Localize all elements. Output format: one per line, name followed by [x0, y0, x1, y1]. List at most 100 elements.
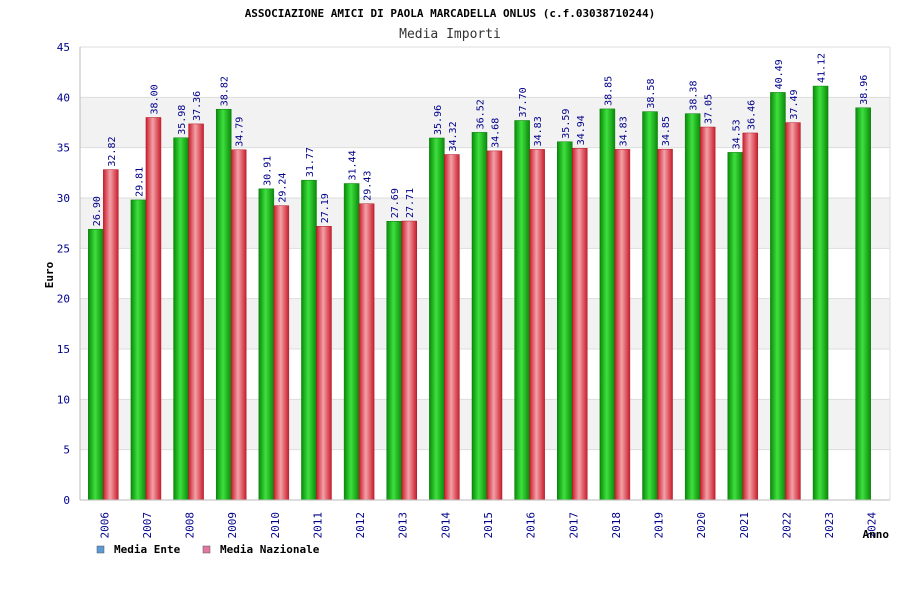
- bar-media-ente: [215, 108, 232, 501]
- legend-swatch-media-ente: [96, 545, 105, 554]
- bar-media-nazionale: [444, 154, 460, 501]
- data-label-media-ente: 37.70: [518, 87, 529, 117]
- data-label-media-nazionale: 29.24: [277, 173, 288, 203]
- x-tick-label: 2024: [866, 512, 879, 539]
- legend: Media Ente Media Nazionale: [96, 543, 320, 556]
- bar-media-nazionale: [401, 220, 417, 501]
- data-label-media-ente: 35.59: [561, 109, 572, 139]
- data-label-media-ente: 30.91: [262, 156, 273, 186]
- data-label-media-nazionale: 27.19: [320, 193, 331, 223]
- data-label-media-nazionale: 34.83: [533, 116, 544, 146]
- data-label-media-nazionale: 29.43: [363, 171, 374, 201]
- bar-media-nazionale: [657, 148, 673, 501]
- x-tick-label: 2015: [482, 512, 495, 539]
- y-tick-label: 10: [57, 393, 70, 406]
- data-label-media-ente: 36.52: [476, 99, 487, 129]
- bar-media-nazionale: [145, 117, 162, 501]
- y-tick-label: 20: [57, 293, 70, 306]
- bar-media-nazionale: [188, 123, 204, 501]
- data-label-media-nazionale: 27.71: [405, 188, 416, 218]
- data-label-media-nazionale: 37.05: [704, 94, 715, 124]
- bar-media-nazionale: [358, 203, 375, 501]
- x-tick-label: 2021: [738, 512, 751, 539]
- x-tick-label: 2019: [653, 512, 666, 539]
- x-tick-label: 2012: [354, 512, 367, 539]
- legend-label-media-nazionale: Media Nazionale: [220, 543, 320, 556]
- y-tick-label: 5: [63, 444, 70, 457]
- bar-media-ente: [557, 141, 573, 501]
- bar-media-ente: [514, 120, 530, 501]
- x-tick-label: 2022: [780, 512, 793, 539]
- x-tick-label: 2016: [525, 512, 538, 539]
- x-tick-label: 2018: [610, 512, 623, 539]
- bar-media-ente: [258, 188, 275, 501]
- x-tick-label: 2017: [567, 512, 580, 539]
- y-tick-label: 40: [57, 91, 70, 104]
- bar-media-ente: [812, 85, 829, 501]
- y-tick-label: 45: [57, 41, 70, 54]
- y-tick-label: 30: [57, 192, 70, 205]
- data-label-media-ente: 38.82: [220, 76, 231, 106]
- bar-media-nazionale: [785, 122, 801, 501]
- data-label-media-ente: 38.58: [646, 79, 657, 109]
- bar-media-ente: [173, 137, 189, 501]
- chart-subtitle: Media Importi: [399, 27, 501, 42]
- bar-media-nazionale: [103, 169, 119, 501]
- data-label-media-ente: 35.98: [177, 105, 188, 135]
- bar-media-ente: [471, 132, 488, 501]
- data-label-media-ente: 40.49: [774, 59, 785, 89]
- bar-media-ente: [88, 228, 104, 501]
- bar-media-nazionale: [529, 149, 545, 501]
- x-axis-label: Anno: [863, 528, 890, 541]
- bar-media-ente: [343, 183, 360, 501]
- data-label-media-ente: 38.96: [859, 75, 870, 105]
- data-label-media-ente: 34.53: [731, 119, 742, 149]
- x-tick-label: 2006: [98, 512, 111, 539]
- x-tick-label: 2020: [695, 512, 708, 539]
- bar-media-ente: [429, 137, 445, 501]
- x-tick-label: 2013: [397, 512, 410, 539]
- x-tick-label: 2009: [226, 512, 239, 539]
- data-label-media-ente: 31.77: [305, 147, 316, 177]
- y-tick-label: 25: [57, 242, 70, 255]
- bar-media-ente: [599, 108, 616, 501]
- data-label-media-nazionale: 34.83: [618, 116, 629, 146]
- y-tick-label: 0: [63, 494, 70, 507]
- data-label-media-nazionale: 37.49: [789, 89, 800, 119]
- bar-media-ente: [301, 179, 317, 501]
- bar-media-nazionale: [742, 132, 759, 501]
- y-tick-label: 15: [57, 343, 70, 356]
- y-tick-label: 35: [57, 142, 70, 155]
- bar-media-nazionale: [273, 205, 290, 501]
- bar-media-nazionale: [486, 150, 503, 501]
- x-tick-label: 2007: [141, 512, 154, 539]
- x-tick-label: 2014: [439, 512, 452, 539]
- bar-media-nazionale: [230, 149, 247, 501]
- data-label-media-ente: 29.81: [134, 167, 145, 197]
- data-label-media-nazionale: 34.85: [661, 116, 672, 146]
- data-label-media-nazionale: 34.32: [448, 121, 459, 151]
- bar-media-nazionale: [699, 126, 716, 501]
- data-label-media-nazionale: 34.68: [491, 118, 502, 148]
- data-label-media-ente: 41.12: [817, 53, 828, 83]
- legend-label-media-ente: Media Ente: [114, 543, 181, 556]
- data-label-media-ente: 31.44: [348, 150, 359, 180]
- data-label-media-ente: 38.38: [689, 81, 700, 111]
- data-label-media-ente: 35.96: [433, 105, 444, 135]
- data-label-media-nazionale: 32.82: [107, 137, 118, 167]
- x-tick-label: 2023: [823, 512, 836, 539]
- data-label-media-nazionale: 34.94: [576, 115, 587, 145]
- bar-media-ente: [727, 152, 744, 501]
- data-label-media-ente: 38.85: [603, 76, 614, 106]
- bar-media-ente: [684, 113, 701, 501]
- x-tick-label: 2010: [269, 512, 282, 539]
- data-label-media-nazionale: 36.46: [746, 100, 757, 130]
- x-tick-label: 2008: [184, 512, 197, 539]
- bar-media-nazionale: [572, 148, 588, 501]
- bar-media-ente: [386, 221, 402, 501]
- bar-media-ente: [130, 199, 147, 501]
- y-axis-label: Euro: [43, 261, 56, 288]
- bar-media-ente: [855, 107, 871, 501]
